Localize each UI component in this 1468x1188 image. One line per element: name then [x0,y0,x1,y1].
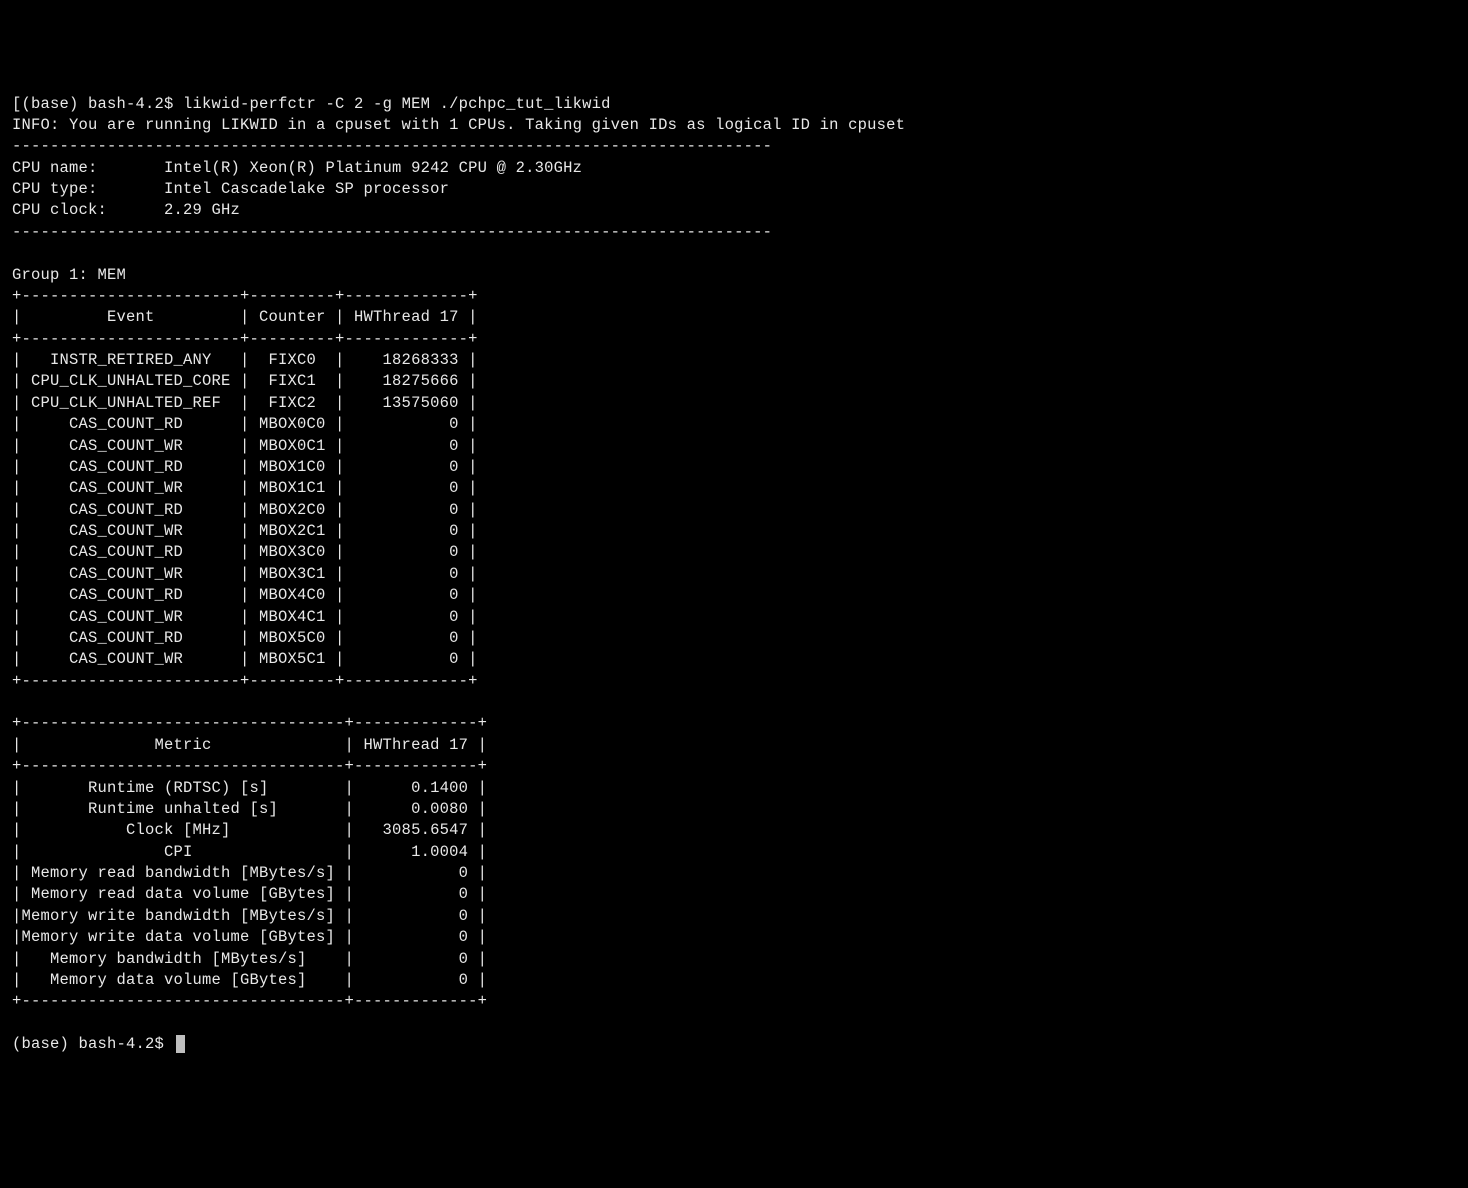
metric-table-row: | CPI | 1.0004 | [12,842,1456,863]
metric-table-row: | Memory read data volume [GBytes] | 0 | [12,884,1456,905]
event-table-row: +-----------------------+---------+-----… [12,671,1456,692]
divider: ----------------------------------------… [12,222,1456,243]
metric-table-row: | Metric | HWThread 17 | [12,735,1456,756]
event-table-row: +-----------------------+---------+-----… [12,329,1456,350]
prompt-line[interactable]: (base) bash-4.2$ [12,1034,1456,1055]
cpu-type-line: CPU type: Intel Cascadelake SP processor [12,179,1456,200]
command-line[interactable]: [(base) bash-4.2$ likwid-perfctr -C 2 -g… [12,94,1456,115]
metric-table-row: | Memory data volume [GBytes] | 0 | [12,970,1456,991]
event-table-row: +-----------------------+---------+-----… [12,286,1456,307]
event-table-row: | CAS_COUNT_WR | MBOX5C1 | 0 | [12,649,1456,670]
blank-line [12,1013,1456,1034]
metric-table-row: +----------------------------------+----… [12,756,1456,777]
blank-line [12,692,1456,713]
metric-table-row: | Clock [MHz] | 3085.6547 | [12,820,1456,841]
metric-table-row: | Memory bandwidth [MBytes/s] | 0 | [12,949,1456,970]
event-table-row: | CAS_COUNT_RD | MBOX0C0 | 0 | [12,414,1456,435]
event-table-row: | CAS_COUNT_WR | MBOX1C1 | 0 | [12,478,1456,499]
info-line: INFO: You are running LIKWID in a cpuset… [12,115,1456,136]
terminal-output: [(base) bash-4.2$ likwid-perfctr -C 2 -g… [12,94,1456,1056]
group-line: Group 1: MEM [12,265,1456,286]
cpu-clock-line: CPU clock: 2.29 GHz [12,200,1456,221]
event-table-row: | CAS_COUNT_RD | MBOX3C0 | 0 | [12,542,1456,563]
event-table-row: | CAS_COUNT_WR | MBOX2C1 | 0 | [12,521,1456,542]
metric-table-row: | Runtime unhalted [s] | 0.0080 | [12,799,1456,820]
metric-table-row: |Memory write bandwidth [MBytes/s] | 0 | [12,906,1456,927]
cpu-name-line: CPU name: Intel(R) Xeon(R) Platinum 9242… [12,158,1456,179]
metric-table-row: |Memory write data volume [GBytes] | 0 | [12,927,1456,948]
event-table-row: | CPU_CLK_UNHALTED_REF | FIXC2 | 1357506… [12,393,1456,414]
metric-table-row: | Memory read bandwidth [MBytes/s] | 0 | [12,863,1456,884]
event-table-row: | INSTR_RETIRED_ANY | FIXC0 | 18268333 | [12,350,1456,371]
event-table-row: | CAS_COUNT_WR | MBOX3C1 | 0 | [12,564,1456,585]
blank-line [12,243,1456,264]
command-text: likwid-perfctr -C 2 -g MEM ./pchpc_tut_l… [183,95,611,113]
event-table-row: | CAS_COUNT_RD | MBOX4C0 | 0 | [12,585,1456,606]
cursor-icon [176,1035,185,1053]
prompt: [(base) bash-4.2$ [12,95,183,113]
event-table-row: | Event | Counter | HWThread 17 | [12,307,1456,328]
event-table-row: | CPU_CLK_UNHALTED_CORE | FIXC1 | 182756… [12,371,1456,392]
event-table-row: | CAS_COUNT_WR | MBOX4C1 | 0 | [12,607,1456,628]
event-table-row: | CAS_COUNT_RD | MBOX5C0 | 0 | [12,628,1456,649]
divider: ----------------------------------------… [12,136,1456,157]
event-table-row: | CAS_COUNT_RD | MBOX2C0 | 0 | [12,500,1456,521]
prompt: (base) bash-4.2$ [12,1035,174,1053]
metric-table-row: +----------------------------------+----… [12,713,1456,734]
event-table-row: | CAS_COUNT_RD | MBOX1C0 | 0 | [12,457,1456,478]
event-table-row: | CAS_COUNT_WR | MBOX0C1 | 0 | [12,436,1456,457]
metric-table-row: +----------------------------------+----… [12,991,1456,1012]
metric-table-row: | Runtime (RDTSC) [s] | 0.1400 | [12,778,1456,799]
